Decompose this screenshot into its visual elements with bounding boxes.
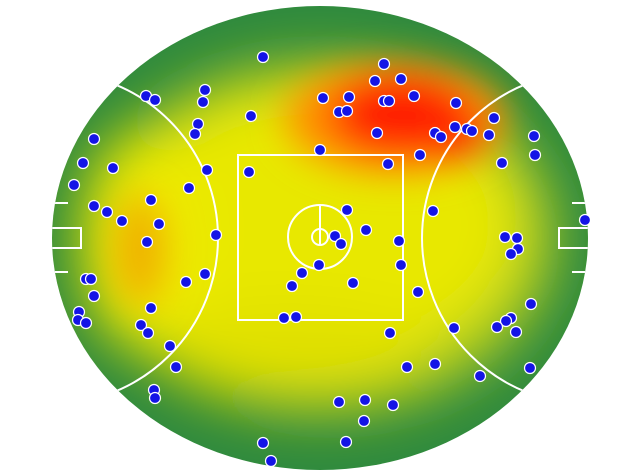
point (152, 217, 166, 231)
point (188, 127, 202, 141)
point (198, 83, 212, 97)
point (256, 50, 270, 64)
point (473, 369, 487, 383)
point (295, 266, 309, 280)
point (448, 120, 462, 134)
point (342, 90, 356, 104)
point (498, 230, 512, 244)
point (386, 398, 400, 412)
point (490, 320, 504, 334)
point (358, 393, 372, 407)
point (196, 95, 210, 109)
point (67, 178, 81, 192)
point (285, 279, 299, 293)
point (509, 325, 523, 339)
point (179, 275, 193, 289)
point (370, 126, 384, 140)
point (141, 326, 155, 340)
point (134, 318, 148, 332)
point (256, 436, 270, 450)
point (381, 157, 395, 171)
point (368, 74, 382, 88)
point (148, 93, 162, 107)
point (407, 89, 421, 103)
point (191, 117, 205, 131)
point (182, 181, 196, 195)
point (487, 111, 501, 125)
point (163, 339, 177, 353)
point (313, 143, 327, 157)
point (340, 203, 354, 217)
point (339, 435, 353, 449)
point (499, 314, 513, 328)
point (334, 237, 348, 251)
point (434, 130, 448, 144)
point (87, 132, 101, 146)
point (312, 258, 326, 272)
point (527, 129, 541, 143)
point (277, 311, 291, 325)
point (346, 276, 360, 290)
point (340, 104, 354, 118)
point (328, 229, 342, 243)
point (523, 361, 537, 375)
point (289, 310, 303, 324)
point (413, 148, 427, 162)
point (465, 124, 479, 138)
point (106, 161, 120, 175)
point (200, 163, 214, 177)
point (76, 156, 90, 170)
point (578, 213, 592, 227)
point (140, 235, 154, 249)
point (394, 72, 408, 86)
point (524, 297, 538, 311)
point (169, 360, 183, 374)
point (242, 165, 256, 179)
point (244, 109, 258, 123)
point (359, 223, 373, 237)
point (449, 96, 463, 110)
point (400, 360, 414, 374)
point (504, 247, 518, 261)
point (482, 128, 496, 142)
point (428, 357, 442, 371)
point (264, 454, 278, 468)
point (198, 267, 212, 281)
point (411, 285, 425, 299)
point (377, 57, 391, 71)
point (148, 391, 162, 405)
point (383, 326, 397, 340)
point (528, 148, 542, 162)
point (426, 204, 440, 218)
point (87, 289, 101, 303)
point (447, 321, 461, 335)
point (394, 258, 408, 272)
point (495, 156, 509, 170)
point (357, 414, 371, 428)
point (144, 301, 158, 315)
point (79, 316, 93, 330)
point (87, 199, 101, 213)
point (382, 94, 396, 108)
point (510, 231, 524, 245)
point (84, 272, 98, 286)
point (392, 234, 406, 248)
point (209, 228, 223, 242)
point (316, 91, 330, 105)
point (332, 395, 346, 409)
point (115, 214, 129, 228)
point (100, 205, 114, 219)
point (144, 193, 158, 207)
